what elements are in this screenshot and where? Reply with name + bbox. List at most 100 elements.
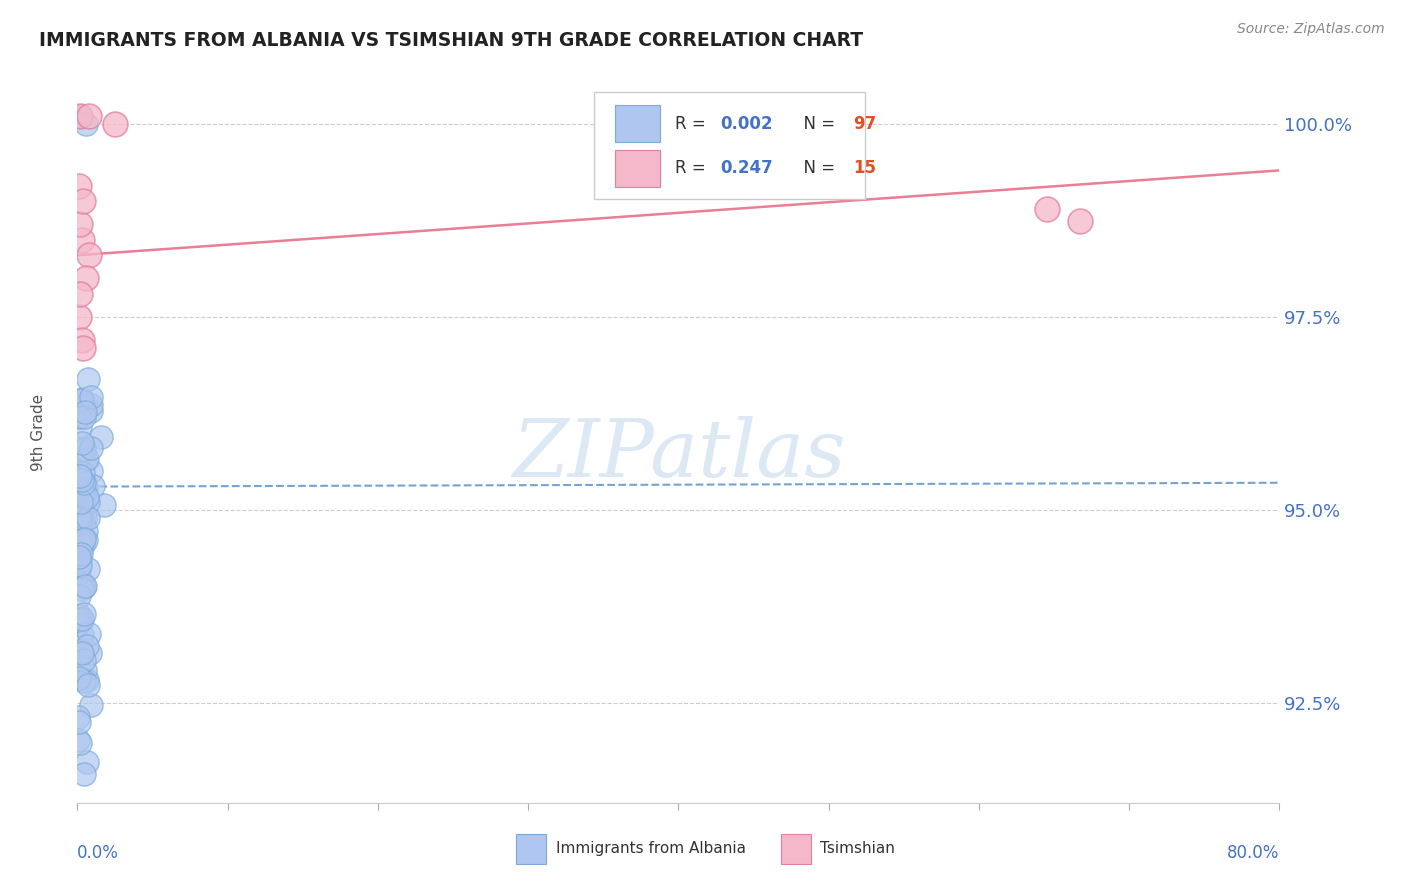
Point [69, 608, 91, 623]
Point [70, 644, 93, 658]
Point [72, 577, 94, 591]
Point [75, 271, 97, 285]
Point [69, 468, 91, 483]
Point [69, 482, 91, 496]
Point [75, 511, 97, 525]
Point [69, 547, 91, 561]
FancyBboxPatch shape [516, 834, 546, 863]
Text: N =: N = [793, 160, 839, 178]
Point [69, 714, 91, 729]
Point [69, 110, 91, 124]
Point [67, 484, 90, 499]
Point [72, 435, 94, 450]
Text: 15: 15 [852, 160, 876, 178]
Point [73, 475, 96, 490]
Point [76, 673, 98, 687]
Point [80, 403, 103, 417]
Point [69, 418, 91, 433]
Point [67, 732, 90, 747]
Text: 0.002: 0.002 [720, 115, 773, 133]
Point [93, 498, 115, 512]
Text: 9th Grade: 9th Grade [31, 394, 46, 471]
Point [75, 481, 97, 495]
Point [75, 452, 97, 467]
Point [76, 755, 98, 769]
Point [67, 617, 90, 632]
Point [76, 678, 98, 692]
Point [76, 639, 98, 653]
Point [80, 698, 103, 712]
Point [69, 736, 91, 750]
Point [79, 647, 101, 661]
Point [104, 117, 127, 131]
Point [70, 627, 93, 641]
Point [67, 178, 90, 193]
Point [67, 409, 90, 424]
Point [67, 710, 90, 724]
Point [70, 646, 93, 660]
Point [77, 495, 100, 509]
Point [67, 644, 90, 658]
Point [90, 430, 112, 444]
Point [70, 333, 93, 347]
Point [72, 496, 94, 510]
Point [80, 390, 103, 404]
Point [73, 653, 96, 667]
Point [67, 589, 90, 603]
Point [72, 537, 94, 551]
Point [69, 475, 91, 490]
Text: Tsimshian: Tsimshian [820, 841, 896, 856]
Point [72, 492, 94, 507]
Point [67, 508, 90, 522]
Point [72, 607, 94, 622]
Point [73, 579, 96, 593]
Point [73, 442, 96, 456]
Point [69, 511, 91, 525]
Text: 0.247: 0.247 [720, 160, 773, 178]
Point [72, 341, 94, 355]
Point [70, 533, 93, 547]
Point [69, 495, 91, 509]
Point [67, 613, 90, 627]
Point [73, 400, 96, 414]
Point [73, 766, 96, 780]
Point [67, 394, 90, 409]
Point [75, 524, 97, 538]
Point [73, 532, 96, 546]
Point [72, 612, 94, 626]
Point [77, 627, 100, 641]
Point [76, 490, 98, 504]
Point [67, 566, 90, 581]
FancyBboxPatch shape [614, 105, 661, 143]
Text: R =: R = [675, 160, 711, 178]
Point [80, 441, 103, 455]
FancyBboxPatch shape [614, 150, 661, 186]
Point [67, 545, 90, 559]
Text: 0.0%: 0.0% [77, 844, 120, 862]
Point [73, 484, 96, 499]
FancyBboxPatch shape [780, 834, 811, 863]
Point [67, 310, 90, 324]
Point [69, 558, 91, 572]
Point [79, 248, 101, 262]
Text: Source: ZipAtlas.com: Source: ZipAtlas.com [1237, 22, 1385, 37]
Point [76, 562, 98, 576]
Point [79, 110, 101, 124]
Text: N =: N = [793, 115, 839, 133]
Point [72, 194, 94, 209]
Point [69, 110, 91, 124]
Point [82, 479, 104, 493]
Point [70, 392, 93, 407]
Text: 97: 97 [852, 115, 876, 133]
Point [73, 673, 96, 688]
Point [72, 514, 94, 528]
Point [72, 534, 94, 549]
Point [73, 663, 96, 677]
Point [73, 410, 96, 425]
Point [1069, 213, 1091, 227]
Point [69, 575, 91, 590]
Point [70, 233, 93, 247]
Point [1035, 202, 1057, 216]
Point [67, 492, 90, 507]
Point [67, 549, 90, 564]
